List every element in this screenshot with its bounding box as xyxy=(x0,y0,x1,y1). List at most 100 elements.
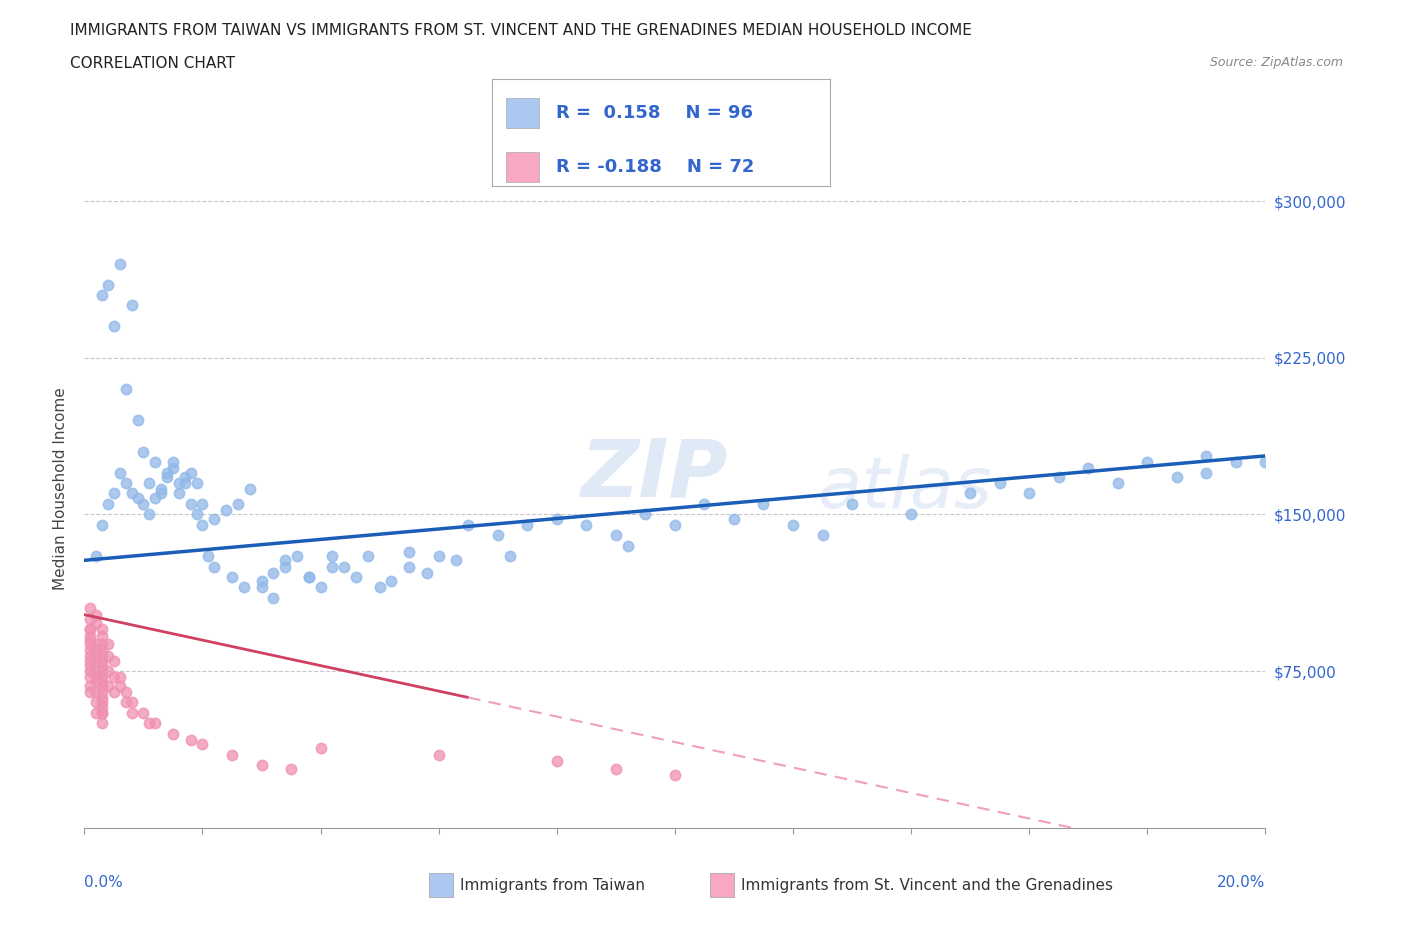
Point xyxy=(180,465,202,480)
Point xyxy=(664,768,686,783)
Text: 0.0%: 0.0% xyxy=(84,875,124,890)
Point xyxy=(1018,486,1040,501)
Text: CORRELATION CHART: CORRELATION CHART xyxy=(70,56,235,71)
Point xyxy=(91,664,114,679)
Point xyxy=(262,591,284,605)
Point xyxy=(191,497,214,512)
Point xyxy=(298,569,321,584)
Point xyxy=(446,552,468,567)
Point xyxy=(84,684,107,699)
Point xyxy=(91,628,114,643)
Point xyxy=(84,705,107,720)
Point xyxy=(108,670,131,684)
Point xyxy=(91,658,114,672)
Point xyxy=(91,705,114,720)
Point xyxy=(162,455,184,470)
Point xyxy=(79,670,101,684)
Point xyxy=(91,622,114,637)
Point xyxy=(121,705,143,720)
Point xyxy=(79,611,101,626)
Point xyxy=(97,277,120,292)
Point xyxy=(723,512,745,526)
Point xyxy=(84,674,107,689)
Point xyxy=(91,705,114,720)
Point xyxy=(79,622,101,637)
Point xyxy=(138,475,160,490)
Point xyxy=(91,691,114,706)
Point xyxy=(84,649,107,664)
Point xyxy=(605,528,627,543)
Point xyxy=(427,549,450,564)
Point xyxy=(143,455,166,470)
Point xyxy=(1047,470,1070,485)
Point xyxy=(398,559,420,574)
Point xyxy=(427,747,450,762)
Point xyxy=(132,445,155,459)
Point xyxy=(91,674,114,689)
Point xyxy=(91,670,114,684)
Point xyxy=(202,512,225,526)
Point xyxy=(156,470,179,485)
Point xyxy=(91,695,114,710)
Point xyxy=(486,528,509,543)
Point xyxy=(202,559,225,574)
Point xyxy=(811,528,834,543)
Text: R = -0.188    N = 72: R = -0.188 N = 72 xyxy=(557,158,755,176)
Point xyxy=(84,670,107,684)
Point xyxy=(97,664,120,679)
Point xyxy=(693,497,716,512)
Point xyxy=(232,580,254,595)
Point xyxy=(97,649,120,664)
Point xyxy=(457,517,479,532)
Point xyxy=(138,507,160,522)
Point xyxy=(79,632,101,647)
Point xyxy=(150,482,173,497)
Point xyxy=(84,653,107,668)
Point xyxy=(79,622,101,637)
Point xyxy=(79,664,101,679)
Point xyxy=(398,545,420,560)
Point xyxy=(186,507,208,522)
Point xyxy=(91,636,114,651)
Point xyxy=(150,486,173,501)
Point xyxy=(91,649,114,664)
Point xyxy=(250,580,273,595)
Point xyxy=(91,678,114,693)
Point xyxy=(498,549,520,564)
Point xyxy=(664,517,686,532)
Point xyxy=(121,695,143,710)
Text: ZIP: ZIP xyxy=(581,435,728,513)
Point xyxy=(1107,475,1129,490)
Point xyxy=(167,475,190,490)
Point xyxy=(79,628,101,643)
Point xyxy=(173,470,195,485)
Point xyxy=(516,517,538,532)
Point xyxy=(114,695,136,710)
Point xyxy=(84,643,107,658)
Text: R =  0.158    N = 96: R = 0.158 N = 96 xyxy=(557,104,754,122)
Point xyxy=(321,549,343,564)
Point xyxy=(262,565,284,580)
Point xyxy=(368,580,391,595)
Point xyxy=(91,653,114,668)
Text: Immigrants from Taiwan: Immigrants from Taiwan xyxy=(460,878,645,893)
Point xyxy=(380,574,402,589)
Point xyxy=(108,257,131,272)
Point xyxy=(84,636,107,651)
Point xyxy=(1254,455,1277,470)
Point xyxy=(752,497,775,512)
Point xyxy=(298,569,321,584)
Point xyxy=(127,413,149,428)
Point xyxy=(988,475,1011,490)
Text: Source: ZipAtlas.com: Source: ZipAtlas.com xyxy=(1209,56,1343,69)
Point xyxy=(162,726,184,741)
Point xyxy=(1225,455,1247,470)
Point xyxy=(215,503,238,518)
Point xyxy=(103,684,125,699)
Point xyxy=(79,643,101,658)
Point xyxy=(1195,448,1218,463)
Point xyxy=(1195,465,1218,480)
Point xyxy=(108,678,131,693)
Point xyxy=(900,507,922,522)
Point xyxy=(79,684,101,699)
